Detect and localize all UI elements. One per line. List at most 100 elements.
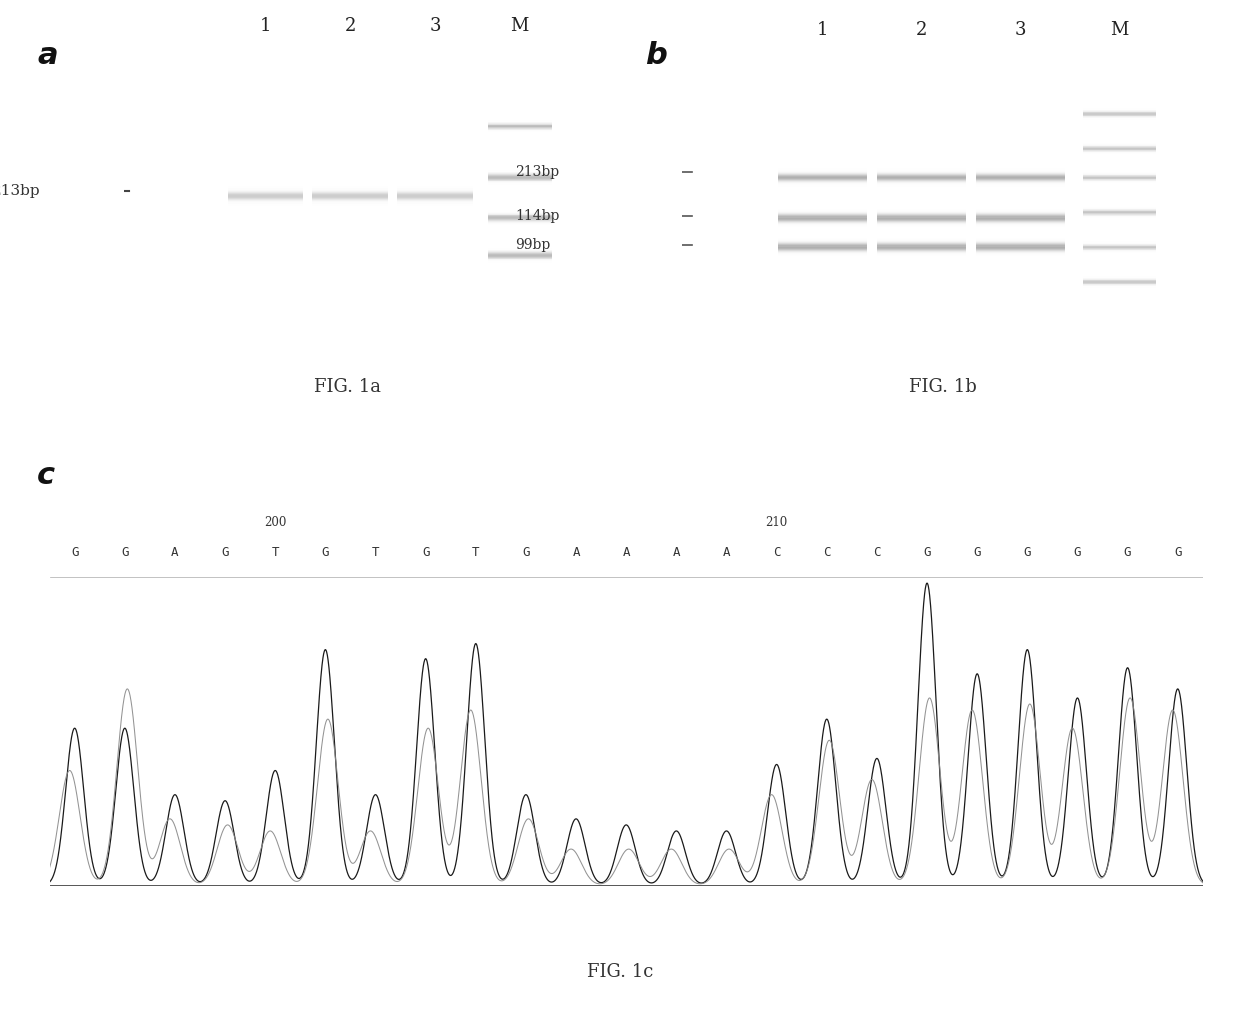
Bar [779,232,867,233]
Bar [779,237,867,238]
Bar [976,212,1065,213]
Bar [878,221,966,223]
Bar [312,184,388,185]
Bar [976,242,1065,243]
Bar [976,181,1065,182]
Bar [878,179,966,180]
Bar [779,229,867,230]
Bar [397,184,472,185]
Bar [779,245,867,246]
Bar [878,162,966,164]
Text: G: G [1074,546,1081,559]
Bar [976,174,1065,175]
Bar [976,240,1065,241]
Text: b: b [645,41,667,70]
Bar [397,208,472,209]
Bar [397,205,472,206]
Bar [878,243,966,244]
Bar [312,188,388,189]
Bar [779,243,867,244]
Bar [312,191,388,194]
Bar [878,218,966,219]
Bar [397,212,472,213]
Text: G: G [1174,546,1182,559]
Bar [878,228,966,229]
Bar [976,183,1065,184]
Bar [878,219,966,220]
Bar [878,206,966,207]
Bar [312,197,388,198]
Bar [228,195,303,196]
Bar [976,245,1065,246]
Bar [976,232,1065,233]
Bar [878,240,966,241]
Bar [976,210,1065,211]
Bar [228,189,303,190]
Bar [976,263,1065,264]
Bar [779,233,867,234]
Bar [228,194,303,195]
Bar [976,223,1065,224]
Bar [878,245,966,246]
Bar [878,166,966,167]
Bar [779,252,867,253]
Bar [312,182,388,184]
Text: G: G [924,546,931,559]
Bar [976,166,1065,167]
Text: G: G [321,546,329,559]
Bar [779,186,867,187]
Bar [976,262,1065,263]
Bar [779,189,867,190]
Bar [397,188,472,189]
Bar [976,162,1065,164]
Text: M: M [511,18,529,35]
Bar [779,170,867,171]
Bar [397,181,472,182]
Bar [779,224,867,225]
Bar [779,205,867,206]
Bar [779,209,867,210]
Bar [878,181,966,182]
Bar [976,232,1065,233]
Bar [779,230,867,232]
Text: G: G [422,546,429,559]
Bar [312,196,388,197]
Text: G: G [122,546,129,559]
Bar [878,258,966,259]
Bar [976,234,1065,235]
Text: T: T [372,546,379,559]
Bar [228,187,303,188]
Bar [228,184,303,185]
Bar [779,218,867,219]
Bar [878,208,966,209]
Bar [976,209,1065,210]
Bar [878,175,966,176]
Bar [976,253,1065,254]
Bar [878,263,966,264]
Bar [878,185,966,186]
Text: A: A [622,546,630,559]
Bar [228,199,303,200]
Bar [976,191,1065,193]
Bar [878,193,966,194]
Bar [397,182,472,184]
Bar [878,233,966,234]
Bar [779,165,867,166]
Bar [779,246,867,247]
Text: 3: 3 [1014,21,1027,39]
Bar [779,212,867,213]
Bar [779,241,867,242]
Bar [397,187,472,188]
Bar [779,206,867,207]
Bar [228,185,303,186]
Bar [976,180,1065,181]
Bar [976,246,1065,247]
Bar [976,178,1065,179]
Bar [878,232,966,233]
Bar [397,185,472,186]
Bar [878,167,966,168]
Bar [878,217,966,218]
Text: G: G [1123,546,1131,559]
Bar [779,187,867,188]
Bar [779,211,867,212]
